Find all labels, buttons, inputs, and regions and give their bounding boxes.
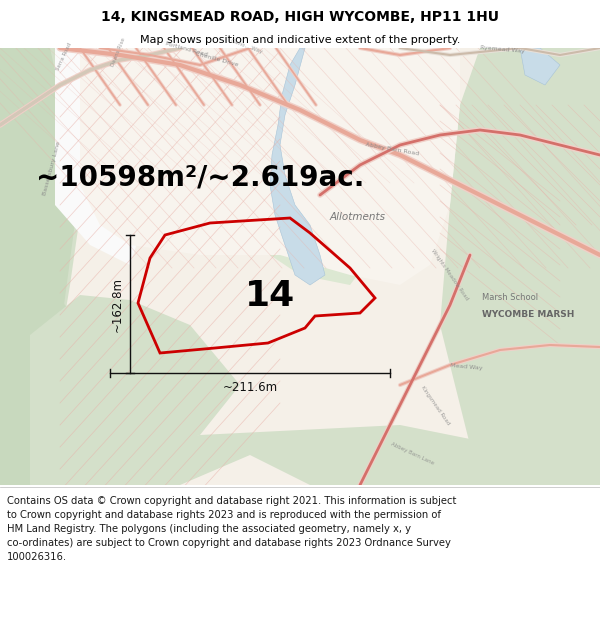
Text: Portland Road: Portland Road	[165, 41, 209, 57]
Polygon shape	[260, 195, 380, 285]
Text: ~162.8m: ~162.8m	[111, 276, 124, 331]
Polygon shape	[0, 285, 80, 485]
Polygon shape	[0, 48, 90, 485]
Text: ~10598m²/~2.619ac.: ~10598m²/~2.619ac.	[36, 164, 364, 192]
Text: WYCOMBE MARSH: WYCOMBE MARSH	[482, 310, 574, 319]
Text: Map shows position and indicative extent of the property.: Map shows position and indicative extent…	[140, 34, 460, 44]
Text: Deans Rise: Deans Rise	[110, 37, 126, 67]
Text: Chenille Drive: Chenille Drive	[195, 51, 239, 67]
Polygon shape	[440, 48, 600, 485]
Polygon shape	[0, 48, 80, 485]
Text: Kingsmead Road: Kingsmead Road	[420, 385, 451, 426]
Text: 14, KINGSMEAD ROAD, HIGH WYCOMBE, HP11 1HU: 14, KINGSMEAD ROAD, HIGH WYCOMBE, HP11 1…	[101, 9, 499, 24]
Text: Abbey Barn Road: Abbey Barn Road	[365, 142, 419, 156]
Text: Marsh School: Marsh School	[482, 293, 538, 302]
Text: Ryemead Way: Ryemead Way	[480, 45, 525, 54]
Text: Serra Road: Serra Road	[55, 41, 73, 71]
Text: ~211.6m: ~211.6m	[223, 381, 278, 394]
Polygon shape	[520, 48, 560, 85]
Polygon shape	[30, 295, 240, 485]
Polygon shape	[80, 48, 450, 165]
Polygon shape	[80, 48, 460, 285]
Text: 14: 14	[245, 279, 295, 313]
Text: Bassetsbury Lane: Bassetsbury Lane	[42, 141, 61, 196]
Polygon shape	[270, 48, 325, 285]
Text: Abbey Barn Lane: Abbey Barn Lane	[390, 442, 435, 466]
Polygon shape	[55, 48, 200, 265]
Text: Mead Way: Mead Way	[450, 363, 483, 371]
Polygon shape	[0, 425, 600, 485]
Text: Allotments: Allotments	[330, 212, 386, 222]
Text: Contains OS data © Crown copyright and database right 2021. This information is : Contains OS data © Crown copyright and d…	[7, 496, 457, 562]
Text: Wrights Meadow Road: Wrights Meadow Road	[430, 248, 469, 301]
Text: Geno... Way: Geno... Way	[230, 38, 263, 54]
